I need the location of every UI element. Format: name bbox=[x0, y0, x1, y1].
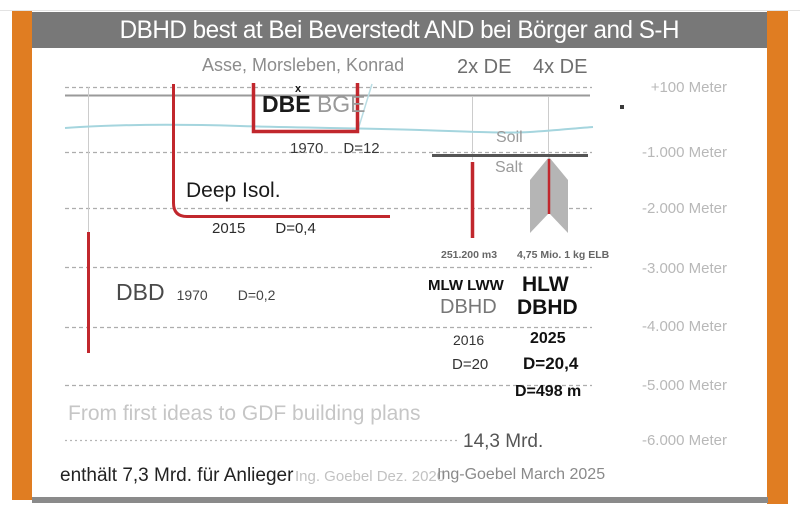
depth-label-3000: -3.000 Meter bbox=[641, 260, 727, 277]
salt-layer-label: Salt bbox=[495, 159, 523, 176]
dbhd-mlw-name: DBHD bbox=[440, 296, 497, 318]
depth-label-4000: -4.000 Meter bbox=[641, 318, 727, 335]
depth-label-6000: -6.000 Meter bbox=[641, 432, 727, 449]
dbe-diameter: D=12 bbox=[343, 140, 380, 157]
depth-label-2000: -2.000 Meter bbox=[641, 200, 727, 217]
left-orange-border bbox=[12, 11, 32, 500]
top-rule bbox=[0, 10, 800, 11]
dot-marker bbox=[620, 105, 624, 109]
dbhd-mlw-year: 2016 bbox=[453, 332, 485, 348]
dbd-row: DBD 1970 D=0,2 bbox=[116, 279, 275, 306]
dbhd-hlw-arrow-shape bbox=[530, 157, 568, 233]
deep-isolation-label: Deep Isol. bbox=[186, 179, 281, 202]
dbd-diameter: D=0,2 bbox=[237, 287, 276, 303]
dbe-name: DBE bbox=[262, 91, 311, 117]
dbhd-hlw-depth: D=498 m bbox=[515, 383, 582, 400]
tagline: From first ideas to GDF building plans bbox=[68, 402, 421, 425]
dbhd-hlw-name: DBHD bbox=[517, 296, 578, 319]
deep-isolation-diameter: D=0,4 bbox=[275, 220, 316, 237]
dbd-name: DBD bbox=[116, 279, 165, 305]
dbd-year: 1970 bbox=[176, 287, 208, 303]
depth-label-plus100: +100 Meter bbox=[650, 79, 727, 96]
column-label-2x-de: 2x DE bbox=[457, 56, 512, 78]
bge-name: BGE bbox=[316, 91, 366, 117]
dbe-meta: 1970 D=12 bbox=[290, 140, 380, 157]
column-label-4x-de: 4x DE bbox=[533, 56, 588, 78]
dbhd-hlw-diameter: D=20,4 bbox=[523, 354, 579, 373]
dbhd-hlw-capacity: 4,75 Mio. 1 kg ELB bbox=[517, 249, 610, 261]
deep-isolation-year: 2015 bbox=[212, 220, 246, 237]
cost-note: enthält 7,3 Mrd. für Anlieger bbox=[60, 465, 294, 486]
dbe-x-marker: x bbox=[295, 83, 302, 95]
depth-label-5000: -5.000 Meter bbox=[641, 377, 727, 394]
dbhd-hlw-year: 2025 bbox=[530, 330, 566, 347]
total-cost: 14,3 Mrd. bbox=[463, 431, 544, 452]
title-bar: DBHD best at Bei Beverstedt AND bei Börg… bbox=[32, 12, 767, 48]
dbhd-hlw-waste-type: HLW bbox=[522, 273, 569, 296]
credit-2020: Ing. Goebel Dez. 2020 bbox=[295, 468, 446, 485]
dbhd-mlw-volume: 251.200 m3 bbox=[441, 249, 498, 261]
deep-isolation-meta: 2015 D=0,4 bbox=[212, 220, 316, 237]
dbe-bge-label: DBE BGE bbox=[262, 91, 366, 118]
dbhd-mlw-waste-type: MLW LWW bbox=[428, 277, 504, 294]
soil-layer-label: Soil bbox=[496, 129, 523, 146]
bottom-bar bbox=[32, 497, 768, 503]
dbe-year: 1970 bbox=[290, 140, 324, 157]
depth-label-1000: -1.000 Meter bbox=[641, 144, 727, 161]
page-title: DBHD best at Bei Beverstedt AND bei Börg… bbox=[119, 15, 680, 44]
dbhd-mlw-diameter: D=20 bbox=[452, 356, 489, 373]
credit-2025: Ing-Goebel March 2025 bbox=[437, 466, 606, 483]
sites-label: Asse, Morsleben, Konrad bbox=[202, 55, 405, 75]
right-orange-border bbox=[767, 11, 788, 504]
